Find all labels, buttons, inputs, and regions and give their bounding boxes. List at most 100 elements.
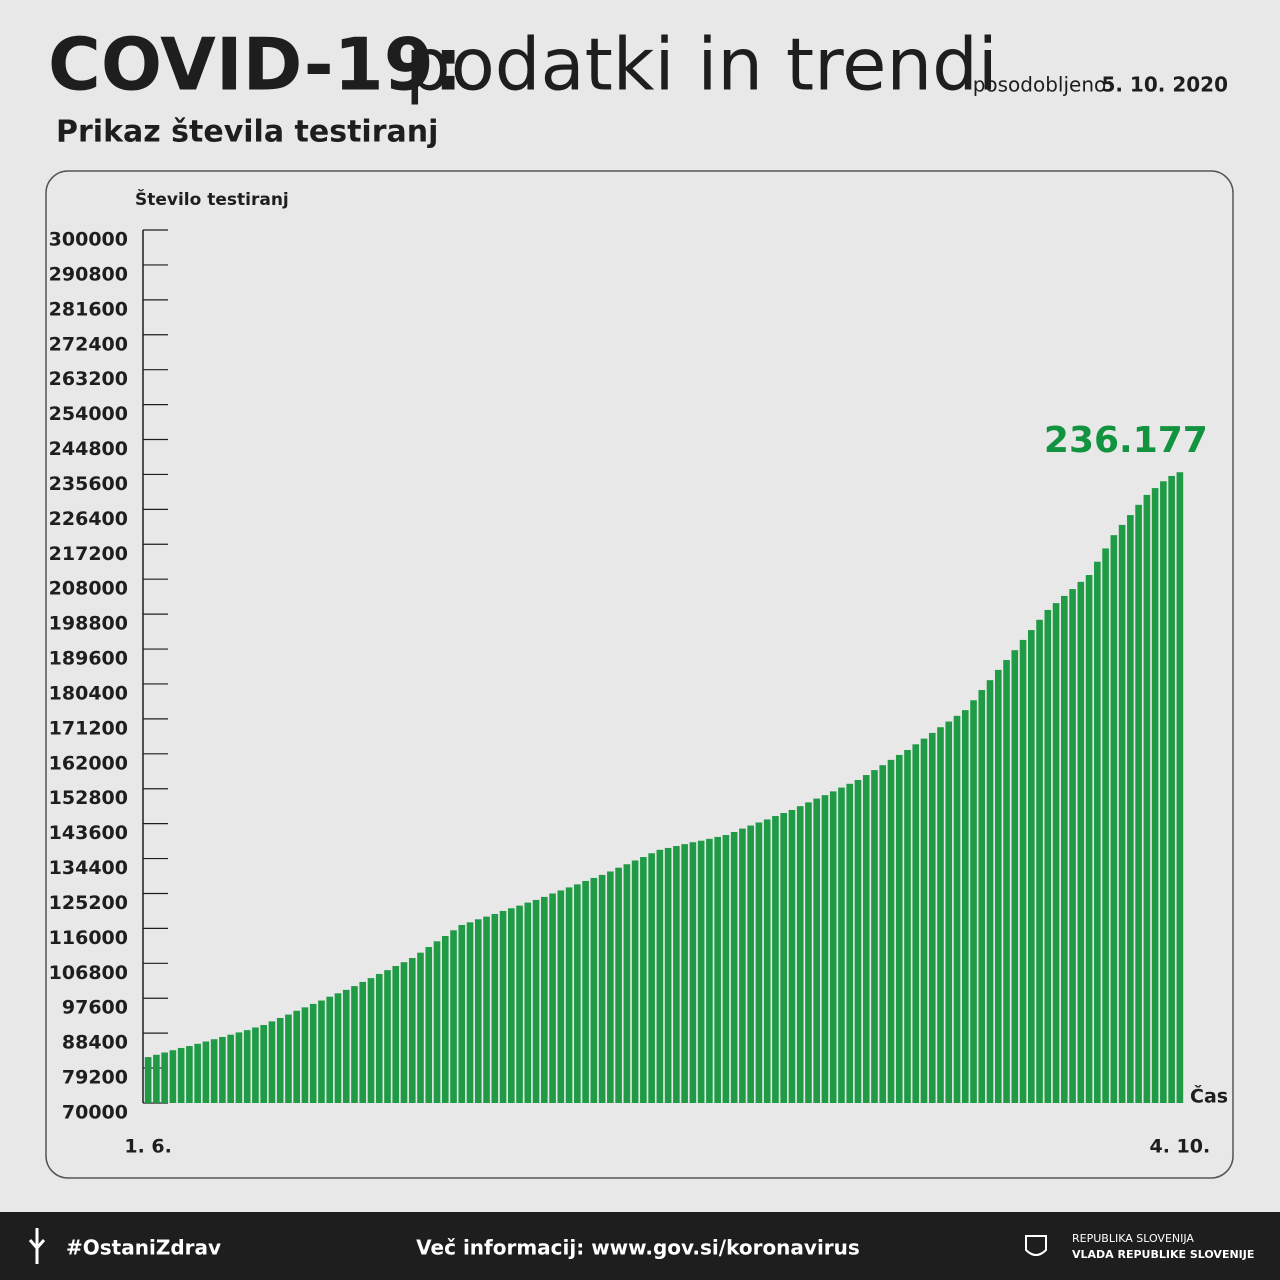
- y-tick-label: 180400: [49, 682, 128, 704]
- bar: [887, 759, 895, 1103]
- y-axis-label: Število testiranj: [135, 188, 289, 210]
- y-tick-label: 79200: [62, 1067, 128, 1089]
- bar: [978, 690, 986, 1103]
- bar: [1011, 650, 1019, 1103]
- y-tick-label: 281600: [49, 298, 128, 320]
- bar: [1118, 524, 1126, 1103]
- bar: [656, 849, 664, 1103]
- bar: [210, 1039, 218, 1103]
- bar: [260, 1024, 267, 1103]
- bar: [359, 981, 367, 1103]
- y-tick-label: 152800: [49, 787, 128, 809]
- bar: [697, 840, 705, 1103]
- bar: [334, 993, 342, 1103]
- bar: [994, 669, 1002, 1103]
- y-tick-label: 244800: [49, 438, 128, 460]
- bar: [243, 1030, 251, 1103]
- coat-of-arms: [1025, 1235, 1047, 1256]
- bar: [1168, 475, 1175, 1103]
- y-tick-label: 217200: [49, 543, 128, 565]
- footer-info: Več informacij: www.gov.si/koronavirus: [416, 1236, 860, 1260]
- bar: [293, 1010, 300, 1103]
- bar: [730, 831, 738, 1103]
- bar: [1085, 575, 1093, 1103]
- bar: [590, 877, 598, 1103]
- bar: [433, 941, 441, 1103]
- title-bold: COVID-19:: [48, 23, 463, 107]
- y-tick-label: 254000: [49, 403, 128, 425]
- bar: [1044, 609, 1052, 1103]
- bar: [829, 791, 837, 1103]
- y-tick-label: 189600: [49, 648, 128, 670]
- bar: [928, 732, 936, 1103]
- bar: [788, 809, 796, 1103]
- bar: [285, 1014, 292, 1103]
- y-tick-label: 88400: [62, 1032, 128, 1054]
- bar: [565, 887, 573, 1103]
- bar: [508, 908, 515, 1103]
- bar: [607, 871, 614, 1103]
- bar: [276, 1017, 284, 1103]
- bar: [549, 893, 556, 1103]
- bar: [1052, 603, 1060, 1103]
- bar: [706, 838, 713, 1103]
- bar: [945, 721, 953, 1103]
- bar: [301, 1007, 309, 1103]
- bar: [541, 896, 548, 1103]
- bar: [458, 924, 466, 1103]
- bar: [772, 816, 779, 1103]
- bar: [1160, 481, 1167, 1103]
- bar: [202, 1041, 210, 1103]
- bar: [623, 864, 631, 1103]
- y-tick-label: 70000: [62, 1102, 128, 1124]
- bar: [466, 922, 474, 1103]
- bar: [640, 857, 647, 1103]
- bar: [161, 1052, 168, 1103]
- bar: [1028, 630, 1035, 1103]
- bar: [714, 836, 721, 1103]
- bar: [483, 916, 490, 1103]
- bar: [186, 1046, 193, 1103]
- bar: [1110, 535, 1118, 1103]
- bar: [895, 754, 903, 1103]
- y-tick-label: 125200: [49, 892, 128, 914]
- bar: [920, 738, 928, 1103]
- bar: [499, 910, 507, 1103]
- bar: [821, 795, 829, 1103]
- y-tick-label: 263200: [49, 368, 128, 390]
- bar: [194, 1043, 201, 1103]
- bar: [1102, 548, 1109, 1103]
- bar: [219, 1036, 226, 1103]
- bar: [1135, 504, 1142, 1104]
- bar: [557, 890, 565, 1103]
- bar: [879, 765, 887, 1103]
- bar: [598, 874, 606, 1103]
- bar: [252, 1027, 259, 1103]
- bar: [615, 867, 622, 1103]
- bar: [780, 813, 787, 1103]
- bar: [450, 930, 457, 1103]
- bar: [491, 913, 499, 1103]
- bar: [375, 973, 383, 1103]
- bar: [912, 744, 920, 1103]
- bar: [648, 853, 655, 1103]
- bar: [153, 1054, 160, 1103]
- y-tick-label: 143600: [49, 822, 128, 844]
- bar: [904, 750, 911, 1103]
- bar: [309, 1003, 317, 1103]
- bar: [854, 779, 862, 1103]
- bar: [1061, 595, 1068, 1103]
- bar: [1176, 472, 1184, 1104]
- y-tick-label: 162000: [49, 752, 128, 774]
- footer-icon: [28, 1228, 46, 1264]
- y-tick-label: 300000: [49, 229, 128, 251]
- bar: [937, 727, 944, 1103]
- bar: [177, 1047, 185, 1103]
- bar: [1127, 515, 1134, 1103]
- bar: [441, 935, 449, 1103]
- bar: [384, 970, 391, 1103]
- value-label: 236.177: [1044, 420, 1208, 461]
- title-light: podatki in trendi: [405, 23, 998, 107]
- bar: [813, 798, 820, 1103]
